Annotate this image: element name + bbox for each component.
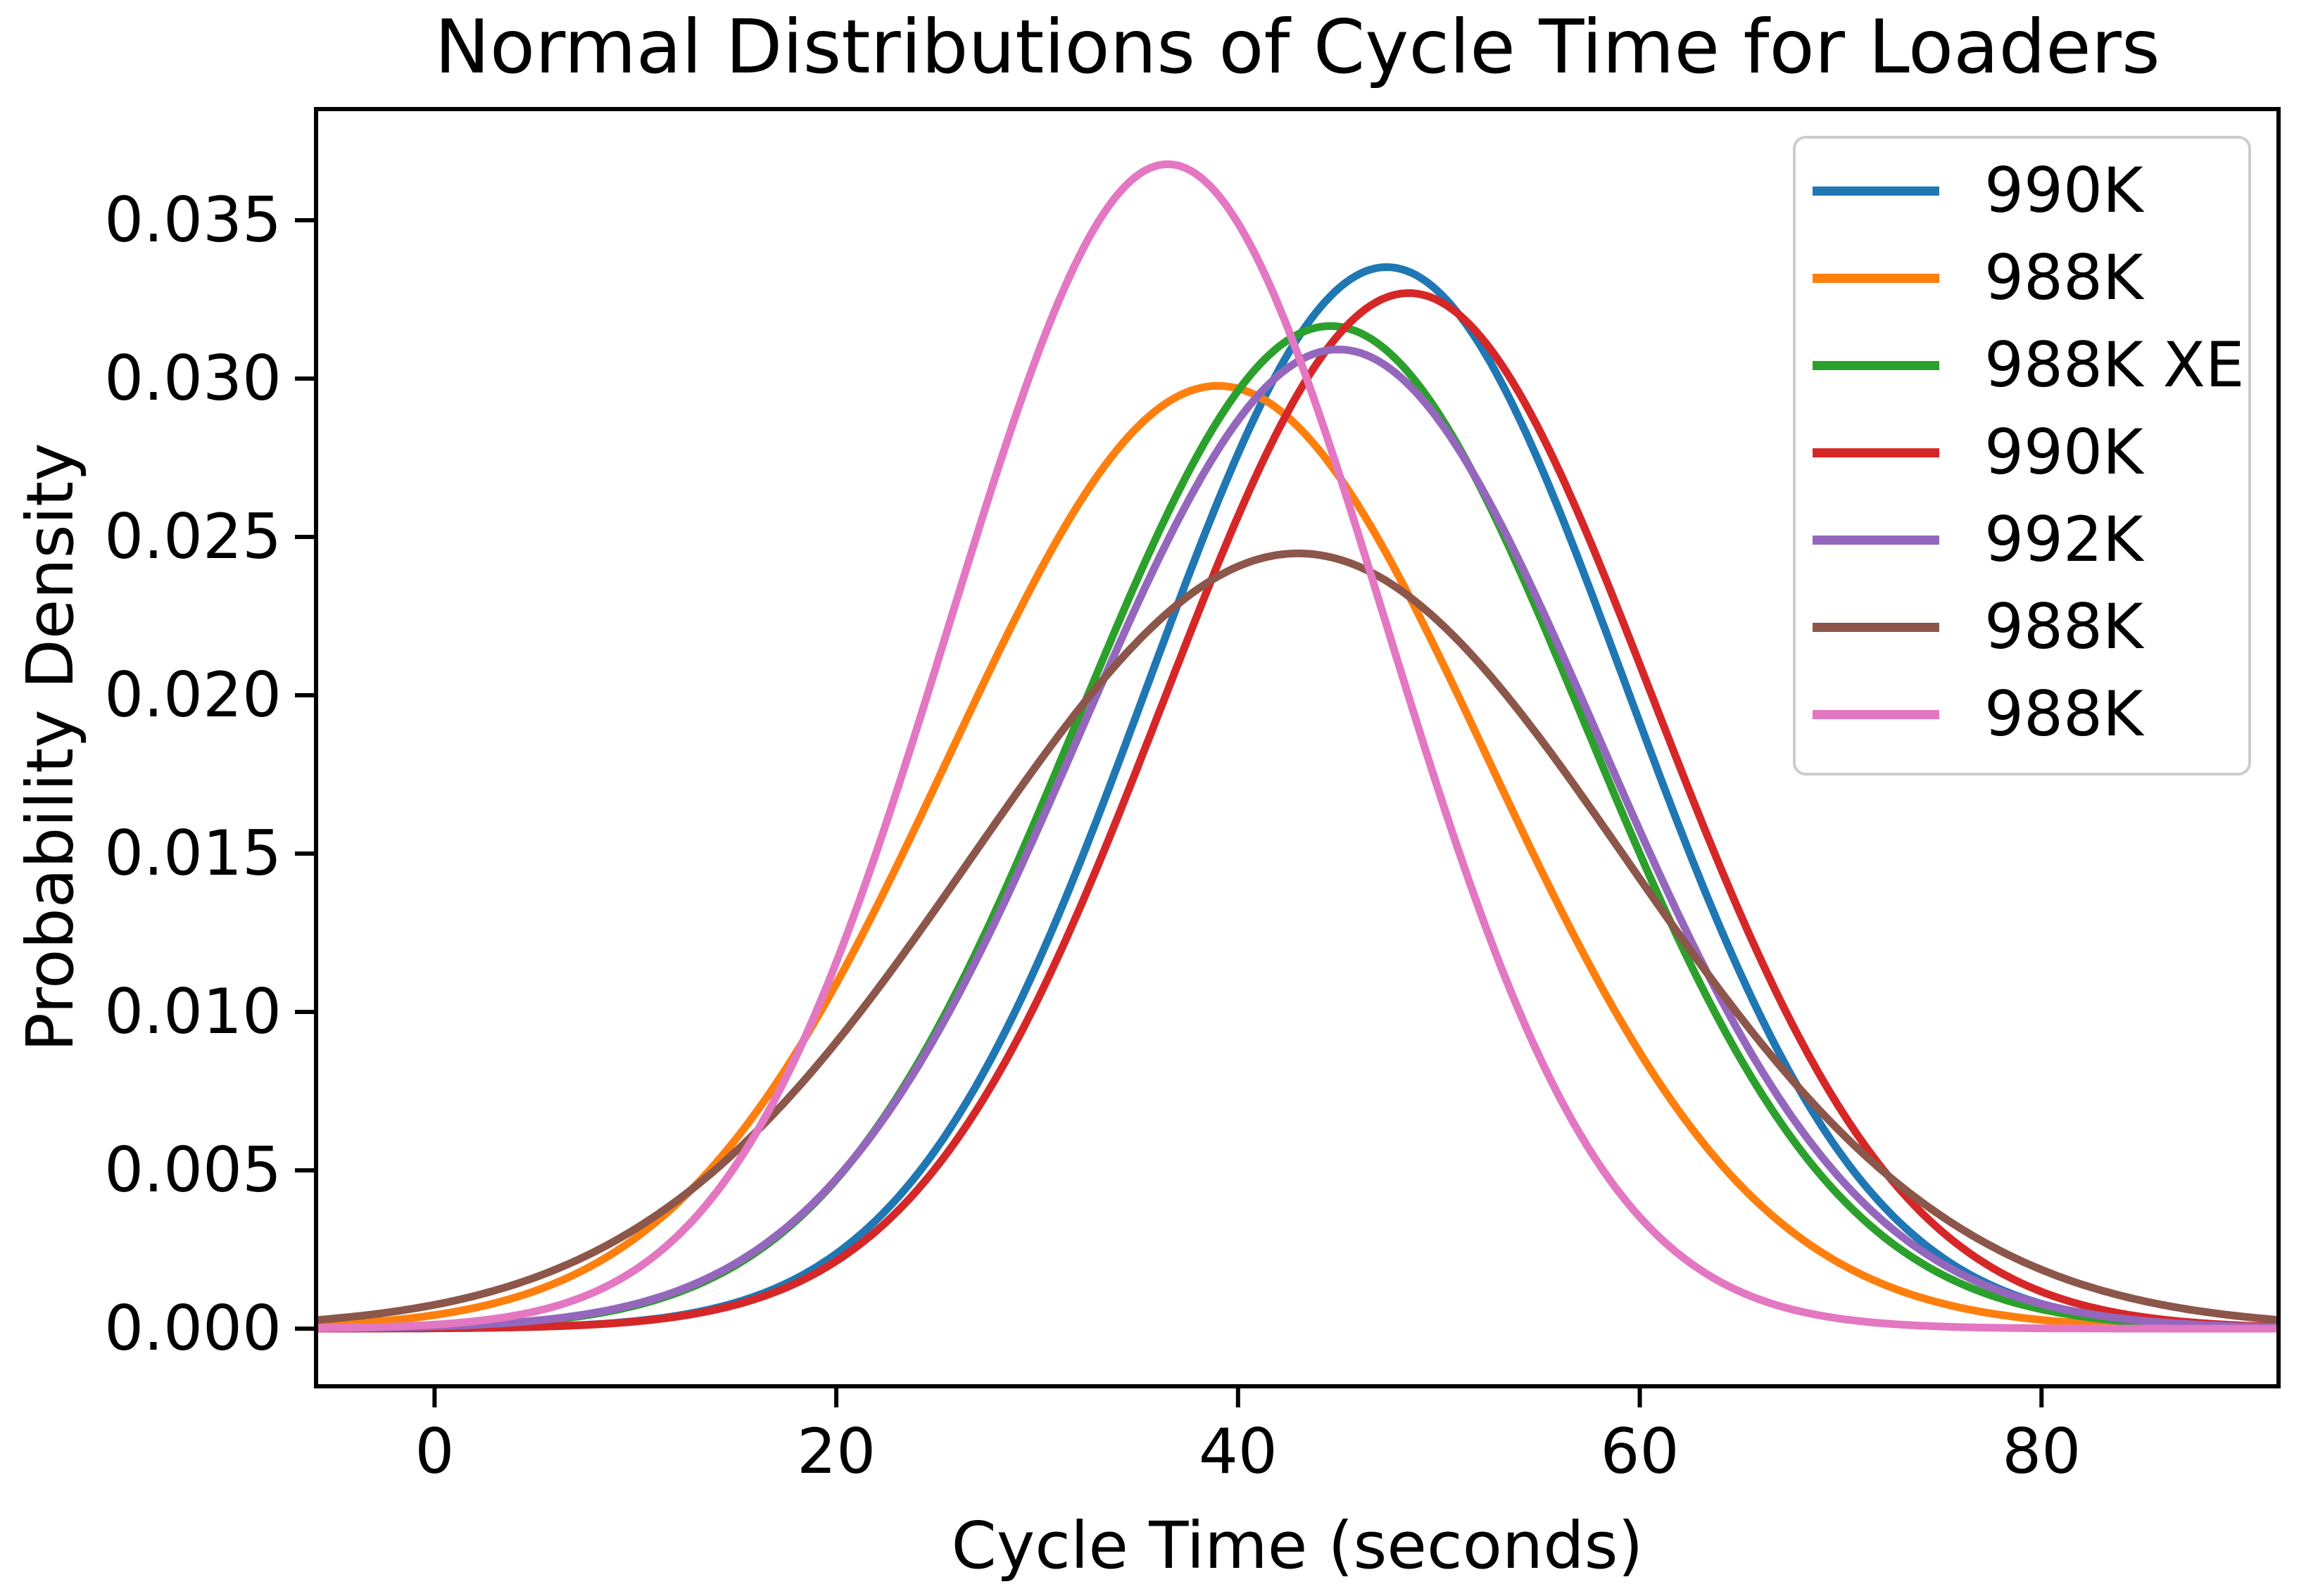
legend-item-label: 990K [1984, 416, 2143, 488]
legend-line-sample-icon [1813, 273, 1939, 283]
x-tick-label-80: 80 [2002, 1415, 2081, 1488]
legend-item-label: 988K XE [1984, 329, 2245, 401]
legend-item-2: 988K XE [1796, 322, 2248, 409]
y-tick-label-0.020: 0.020 [104, 659, 282, 732]
chart-title: Normal Distributions of Cycle Time for L… [434, 4, 2160, 90]
legend-item-5: 988K [1796, 583, 2248, 671]
x-tick-label-0: 0 [415, 1415, 455, 1488]
y-tick-label-0.035: 0.035 [104, 183, 282, 256]
legend-item-label: 992K [1984, 503, 2143, 576]
x-tick-label-20: 20 [797, 1415, 876, 1488]
y-tick-label-0.025: 0.025 [104, 500, 282, 573]
legend-line-sample-icon [1813, 622, 1939, 632]
legend-line-sample-icon [1813, 709, 1939, 719]
legend-line-sample-icon [1813, 448, 1939, 457]
legend-item-label: 990K [1984, 154, 2143, 227]
curve-988k-1 [316, 381, 2279, 1332]
y-tick-label-0.005: 0.005 [104, 1134, 282, 1207]
curve-990k-3 [316, 289, 2279, 1333]
y-tick-label-0.010: 0.010 [104, 975, 282, 1049]
legend-item-0: 990K [1796, 147, 2248, 234]
curve-992k-4 [316, 346, 2279, 1332]
x-tick-label-40: 40 [1198, 1415, 1278, 1488]
legend-item-label: 988K [1984, 678, 2143, 750]
legend-item-3: 990K [1796, 409, 2248, 496]
x-tick-label-60: 60 [1600, 1415, 1680, 1488]
axes-spines [314, 107, 2281, 1388]
legend-line-sample-icon [1813, 535, 1939, 545]
y-tick-label-0.030: 0.030 [104, 341, 282, 414]
legend-item-label: 988K [1984, 590, 2143, 663]
x-axis-label: Cycle Time (seconds) [951, 1508, 1644, 1583]
legend-item-6: 988K [1796, 671, 2248, 758]
legend: 990K 988K 988K XE 990K 992K 988K 988K [1793, 136, 2251, 775]
curve-988k-5 [316, 549, 2279, 1324]
legend-item-label: 988K [1984, 241, 2143, 314]
legend-line-sample-icon [1813, 186, 1939, 196]
legend-item-1: 988K [1796, 234, 2248, 322]
y-tick-label-0.015: 0.015 [104, 817, 282, 890]
curve-988k-6 [316, 160, 2279, 1333]
legend-line-sample-icon [1813, 360, 1939, 370]
y-tick-label-0.000: 0.000 [104, 1292, 282, 1365]
legend-item-4: 992K [1796, 496, 2248, 583]
